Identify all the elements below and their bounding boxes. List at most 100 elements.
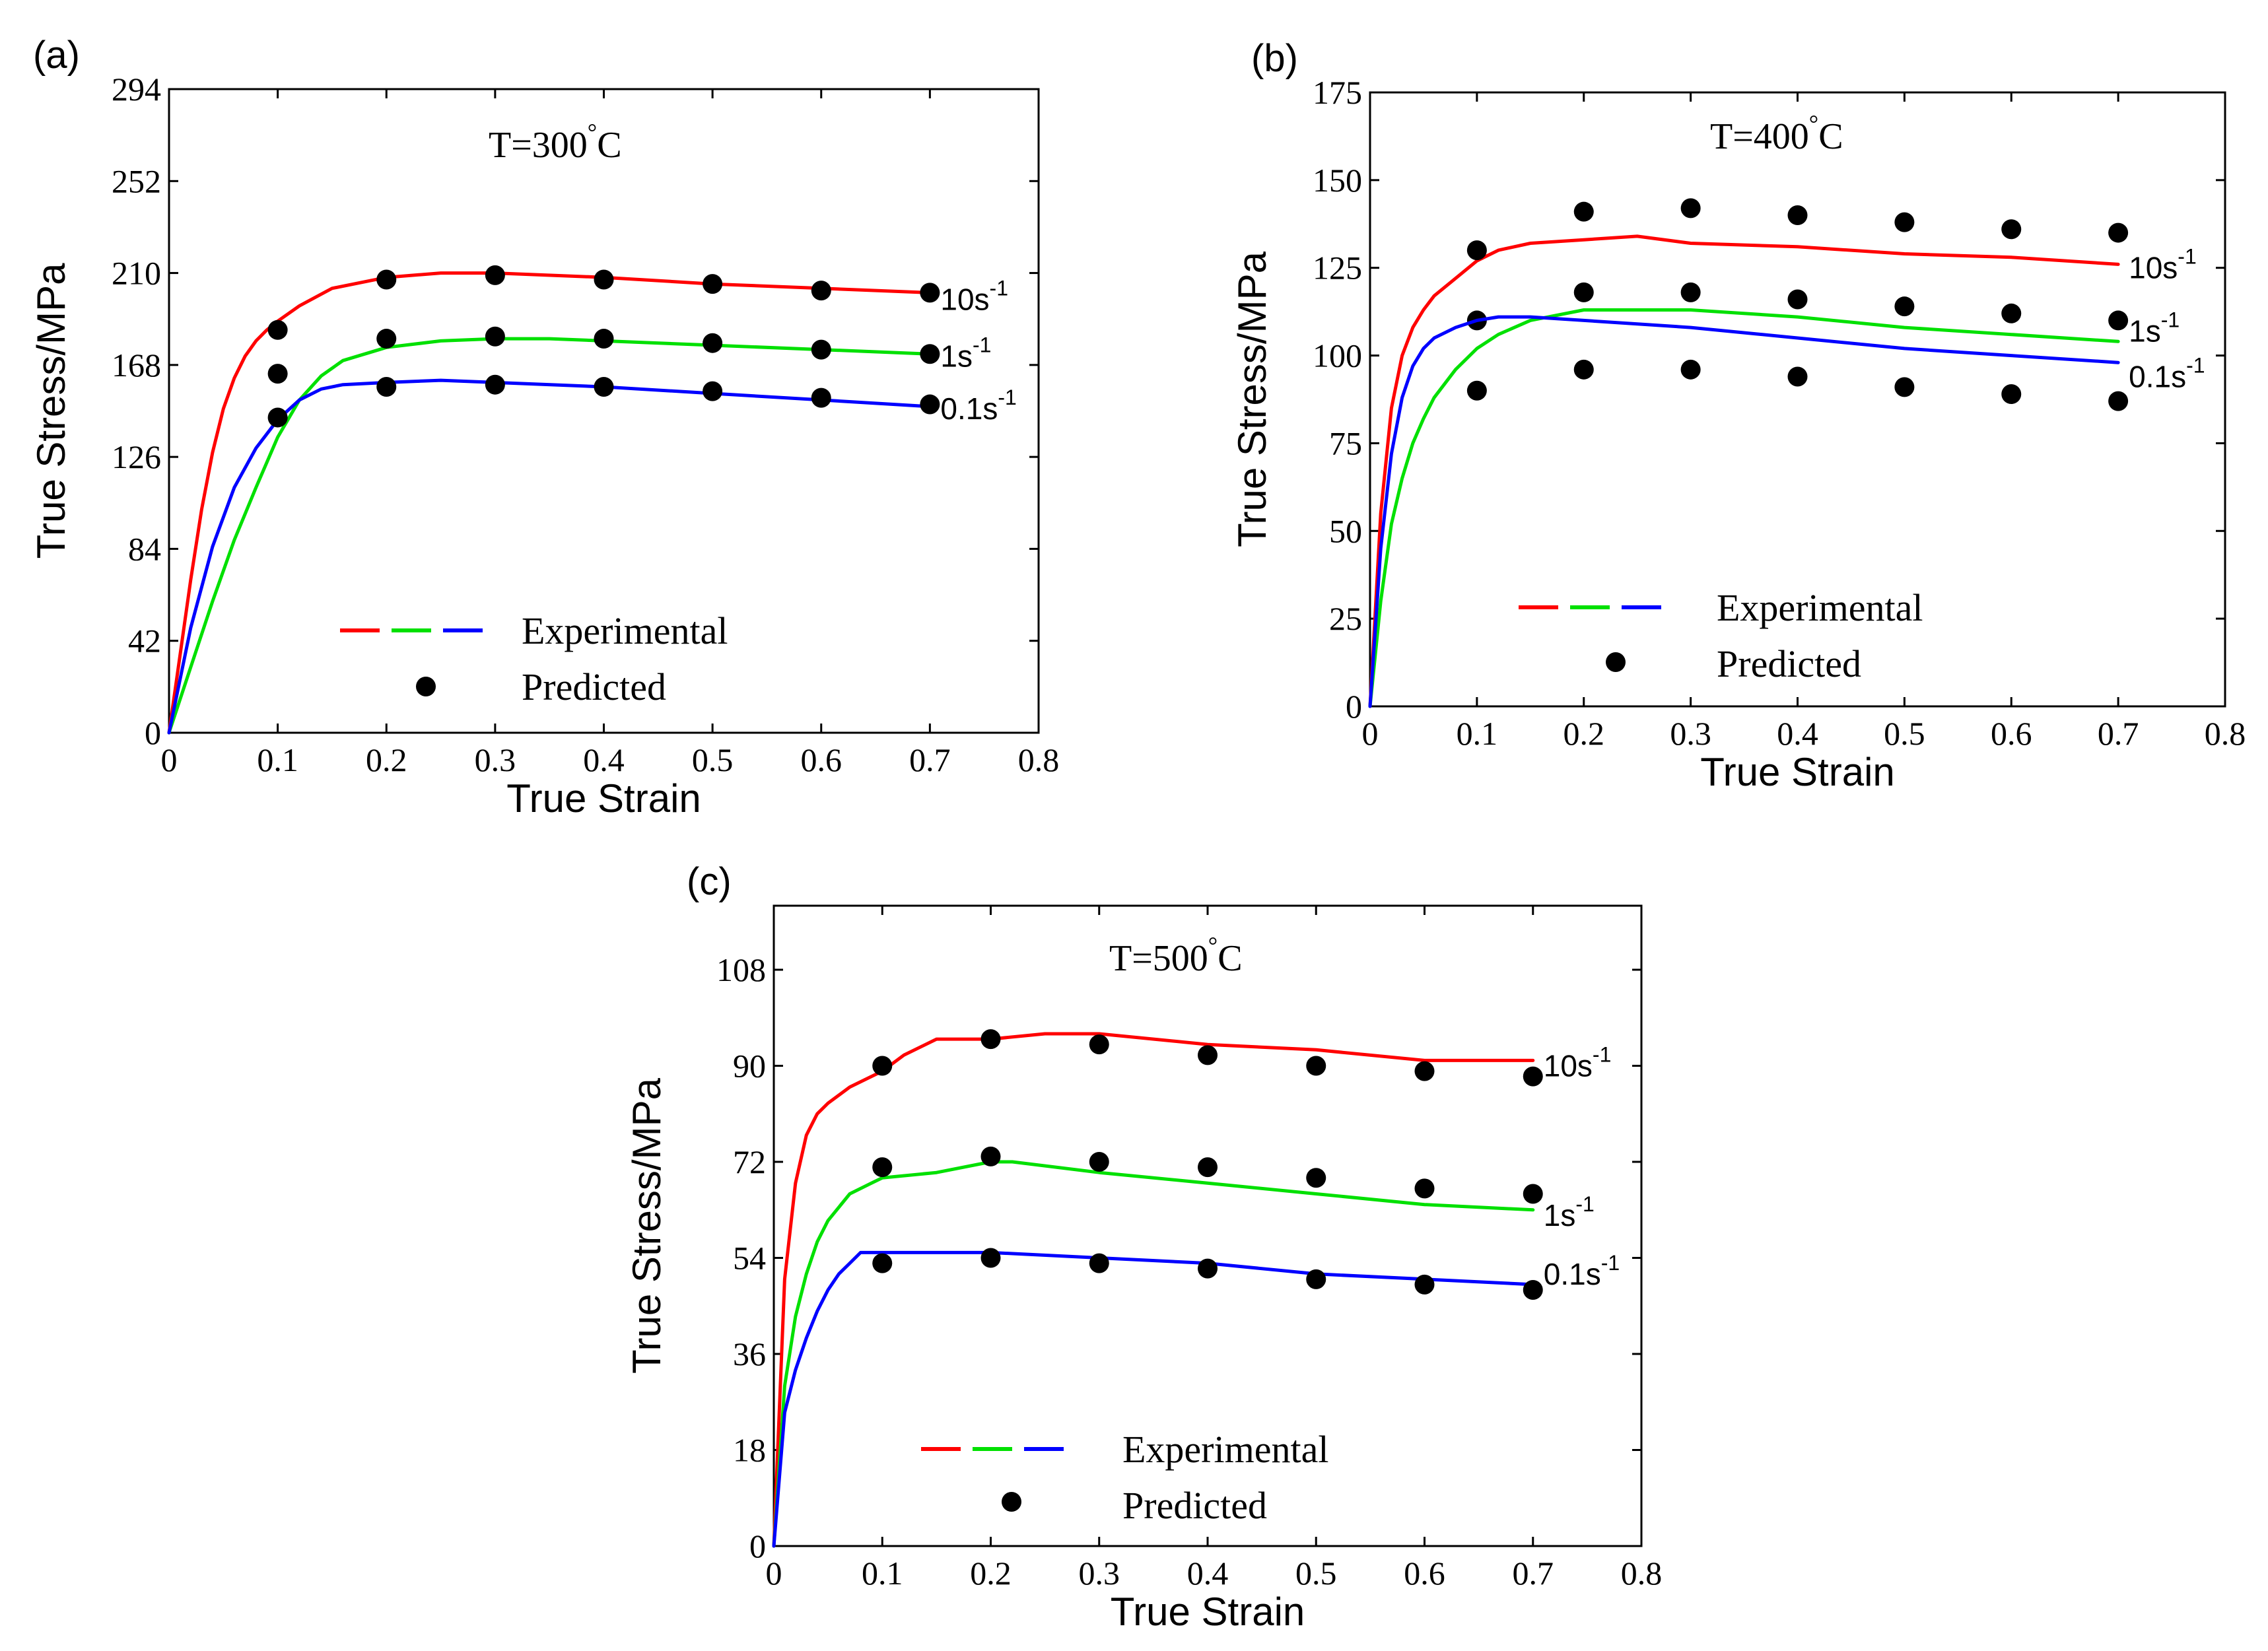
predicted-point <box>980 1248 1001 1268</box>
predicted-point <box>872 1056 893 1076</box>
x-tick-label: 0.5 <box>1884 715 1925 752</box>
predicted-point <box>2108 391 2129 411</box>
y-tick-label: 150 <box>1313 162 1362 199</box>
predicted-point <box>2001 384 2022 405</box>
x-tick-label: 0 <box>766 1555 782 1592</box>
predicted-point <box>811 387 831 408</box>
predicted-point <box>872 1253 893 1273</box>
predicted-point <box>1787 205 1808 225</box>
predicted-point <box>1198 1157 1218 1178</box>
series-line-1s-1 <box>1368 308 2120 708</box>
panel-label: (a) <box>33 34 80 77</box>
y-tick-label: 126 <box>112 438 161 475</box>
predicted-point <box>2001 303 2022 323</box>
predicted-point <box>811 281 831 301</box>
predicted-point <box>594 269 614 290</box>
x-tick-label: 0.5 <box>1295 1555 1337 1592</box>
predicted-point <box>2108 310 2129 331</box>
predicted-point <box>485 374 505 395</box>
predicted-point <box>1089 1253 1109 1273</box>
legend-predicted-marker <box>1002 1492 1021 1512</box>
predicted-point <box>1414 1178 1435 1199</box>
rate-label-10s-1: 10s-1 <box>1544 1043 1612 1083</box>
x-tick-label: 0.1 <box>257 741 298 778</box>
x-axis-title: True Strain <box>1700 750 1895 794</box>
chart-panel-b: (b) 0 0.1 0.2 0.3 0.4 0.5 0.6 0.7 0.8 0 25 50 75 100 12… <box>1230 37 2246 794</box>
y-tick-label: 252 <box>112 162 161 199</box>
predicted-point <box>1523 1280 1543 1300</box>
predicted-point <box>1894 212 1915 232</box>
panel-label: (b) <box>1251 37 1298 80</box>
legend: Experimental Predicted <box>1519 586 1923 685</box>
series-line-0.1s-1 <box>167 378 932 735</box>
y-tick-label: 108 <box>716 951 766 988</box>
x-tick-label: 0.1 <box>862 1555 903 1592</box>
predicted-point <box>703 381 723 401</box>
series-line-1s-1 <box>772 1160 1535 1548</box>
y-tick-label: 42 <box>128 623 161 659</box>
predicted-point <box>376 269 397 290</box>
y-axis-title: True Stress/MPa <box>625 1077 669 1374</box>
y-tick-label: 54 <box>733 1240 766 1277</box>
rate-label-1s-1: 1s-1 <box>2129 308 2180 348</box>
legend-experimental: Experimental <box>1717 586 1923 629</box>
predicted-point <box>920 394 940 415</box>
x-axis-title: True Strain <box>506 776 701 821</box>
legend-experimental: Experimental <box>522 609 728 652</box>
predicted-point <box>980 1146 1001 1166</box>
predicted-point <box>1573 282 1594 302</box>
predicted-point <box>1680 359 1701 380</box>
predicted-point <box>1523 1184 1543 1204</box>
y-tick-label: 168 <box>112 347 161 384</box>
x-tick-label: 0.3 <box>475 741 516 778</box>
legend-predicted: Predicted <box>522 665 666 708</box>
x-tick-label: 0.3 <box>1079 1555 1120 1592</box>
predicted-point <box>485 326 505 347</box>
predicted-point <box>1787 289 1808 310</box>
predicted-point <box>811 339 831 360</box>
predicted-point <box>594 329 614 349</box>
x-axis-title: True Strain <box>1111 1590 1305 1634</box>
predicted-point <box>376 329 397 349</box>
y-tick-label: 84 <box>128 530 161 567</box>
predicted-point <box>2108 222 2129 243</box>
x-tick-label: 0 <box>161 741 178 778</box>
legend-predicted-marker <box>1606 652 1626 672</box>
x-tick-label: 0.4 <box>583 741 625 778</box>
legend-predicted: Predicted <box>1122 1484 1267 1527</box>
predicted-point <box>267 364 288 384</box>
predicted-point <box>1198 1045 1218 1065</box>
y-tick-label: 75 <box>1329 424 1362 461</box>
predicted-point <box>1414 1274 1435 1295</box>
legend: Experimental Predicted <box>340 609 728 708</box>
predicted-point <box>1894 296 1915 317</box>
predicted-point <box>1198 1258 1218 1279</box>
rate-label-1s-1: 1s-1 <box>1544 1192 1595 1232</box>
predicted-point <box>1894 377 1915 397</box>
y-tick-label: 125 <box>1313 250 1362 286</box>
y-tick-label: 72 <box>733 1143 766 1180</box>
y-tick-label: 294 <box>112 71 161 108</box>
y-tick-label: 210 <box>112 255 161 292</box>
y-tick-label: 0 <box>749 1528 766 1565</box>
predicted-point <box>920 344 940 364</box>
predicted-point <box>1089 1152 1109 1172</box>
legend: Experimental Predicted <box>921 1428 1328 1527</box>
predicted-point <box>1573 359 1594 380</box>
series-line-10s-1 <box>772 1032 1535 1548</box>
predicted-point <box>1523 1066 1543 1087</box>
y-tick-label: 36 <box>733 1335 766 1372</box>
y-tick-label: 90 <box>733 1048 766 1085</box>
x-tick-label: 0.2 <box>366 741 407 778</box>
predicted-point <box>485 265 505 285</box>
x-tick-label: 0.8 <box>1621 1555 1663 1592</box>
rate-label-1s-1: 1s-1 <box>940 333 991 374</box>
x-tick-label: 0.8 <box>1018 741 1060 778</box>
rate-label-0.1s-1: 0.1s-1 <box>1544 1251 1620 1291</box>
predicted-point <box>1787 366 1808 387</box>
x-tick-label: 0.8 <box>2205 715 2246 752</box>
predicted-point <box>703 274 723 294</box>
predicted-point <box>980 1029 1001 1050</box>
temperature-label: T=300°C <box>489 119 622 166</box>
